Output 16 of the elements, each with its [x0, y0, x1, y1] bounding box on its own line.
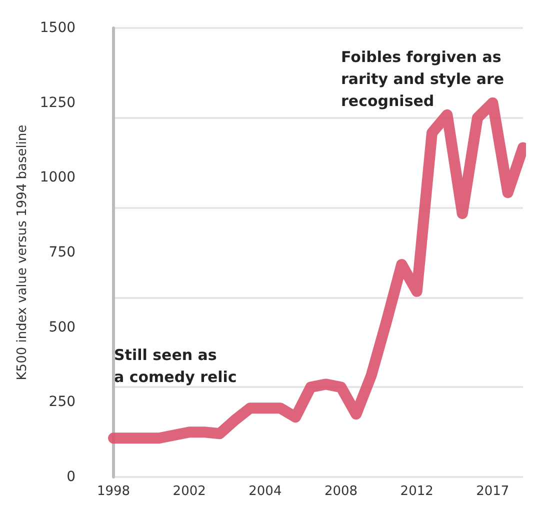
y-tick-label: 1000 — [40, 170, 76, 186]
annotation: Still seen as a comedy relic — [114, 346, 237, 386]
y-tick-label: 500 — [48, 319, 76, 336]
x-tick-label: 2012 — [400, 484, 434, 499]
x-tick-label: 2004 — [248, 484, 282, 499]
y-tick-label: 1250 — [40, 94, 76, 111]
x-tick-label: 2017 — [476, 484, 510, 499]
annotation: Foibles forgiven as rarity and style are recognised — [341, 48, 504, 110]
y-tick-label: 750 — [48, 244, 76, 260]
x-tick-label: 2002 — [172, 484, 206, 499]
y-tick-label: 1500 — [40, 20, 76, 36]
x-tick-label: 2008 — [324, 484, 358, 499]
y-tick-label: 0 — [66, 469, 76, 485]
y-axis-title: K500 index value versus 1994 baseline — [15, 124, 30, 380]
y-tick-label: 250 — [48, 394, 76, 410]
x-tick-label: 1998 — [96, 484, 130, 499]
